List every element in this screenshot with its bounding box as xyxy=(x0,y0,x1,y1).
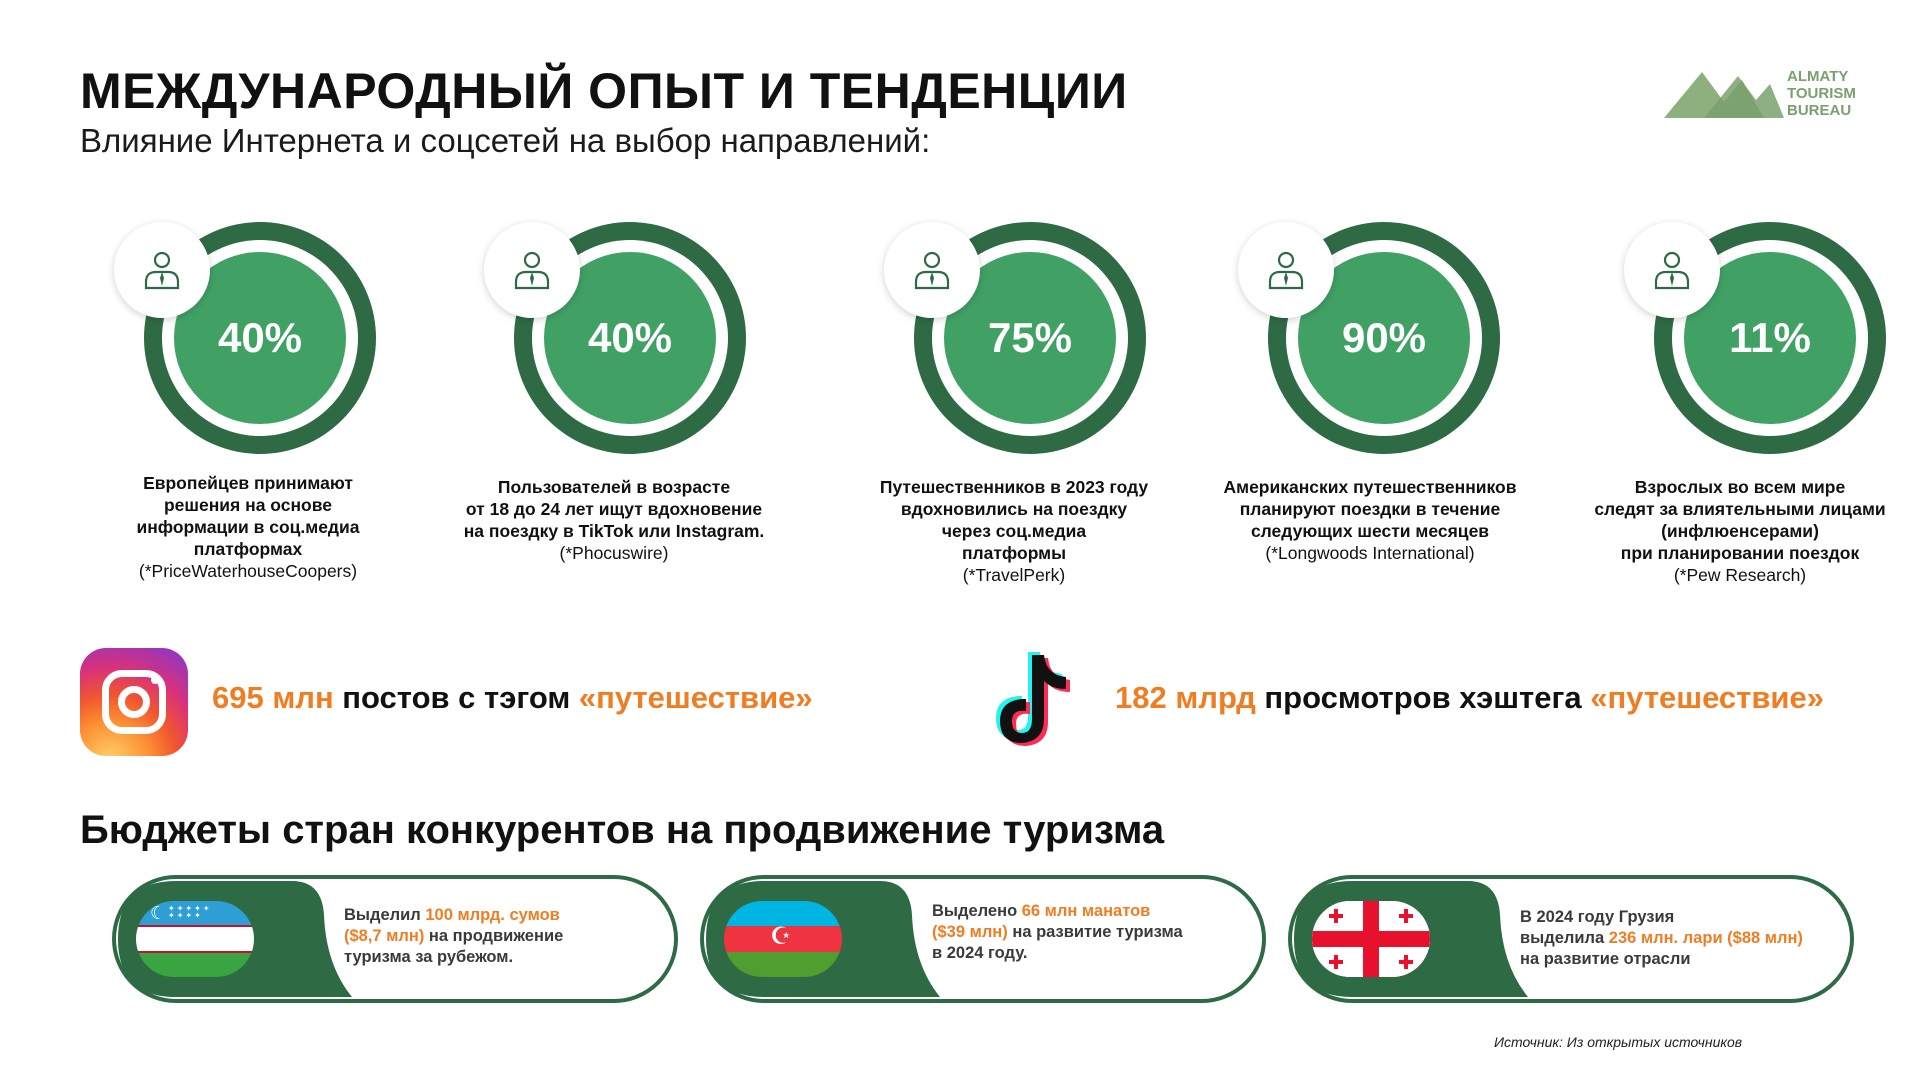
person-icon xyxy=(114,222,210,318)
page-subtitle: Влияние Интернета и соцсетей на выбор на… xyxy=(80,122,931,159)
stat-description: Взрослых во всем мире следят за влиятель… xyxy=(1594,477,1886,563)
stat-description: Пользователей в возрасте от 18 до 24 лет… xyxy=(463,477,765,541)
budget-card-uzbekistan: ☾ ✦✦✦✦✦ ✦✦✦✦ Выделил 100 млрд. сумов ($8… xyxy=(112,875,678,1003)
stat-source: (*Pew Research) xyxy=(1673,565,1807,585)
budget-text: В 2024 году Грузия выделила 236 млн. лар… xyxy=(1520,908,1803,968)
page-title: МЕЖДУНАРОДНЫЙ ОПЫТ И ТЕНДЕНЦИИ xyxy=(80,63,1128,119)
stat-value: 40% xyxy=(217,314,303,361)
stat-description: Европейцев принимают решения на основе и… xyxy=(136,473,360,559)
budget-card-georgia: В 2024 году Грузия выделила 236 млн. лар… xyxy=(1288,875,1854,1003)
georgia-flag xyxy=(1312,901,1430,977)
stat-value: 11% xyxy=(1729,314,1811,361)
stat-source: (*Longwoods International) xyxy=(1265,543,1475,563)
budget-text: Выделил 100 млрд. сумов ($8,7 млн) на пр… xyxy=(344,906,564,966)
azerbaijan-flag: ☪ xyxy=(724,901,842,977)
logo-text: ALMATY TOURISM BUREAU xyxy=(1787,68,1856,119)
budgets-section-title: Бюджеты стран конкурентов на продвижение… xyxy=(80,808,1165,852)
stat-source: (*PriceWaterhouseCoopers) xyxy=(138,561,358,581)
instagram-icon xyxy=(80,648,188,756)
stat-value: 90% xyxy=(1341,314,1427,361)
stat-value: 75% xyxy=(987,314,1073,361)
person-icon xyxy=(1238,222,1334,318)
stat-value: 40% xyxy=(587,314,673,361)
person-icon xyxy=(484,222,580,318)
tiktok-stat: 182 млрд просмотров хэштега «путешествие… xyxy=(1115,680,1824,715)
person-icon xyxy=(1624,222,1720,318)
budget-text: Выделено 66 млн манатов ($39 млн) на раз… xyxy=(932,902,1183,962)
stat-source: (*Phocuswire) xyxy=(559,543,669,563)
stat-description: Американских путешественников планируют … xyxy=(1223,477,1517,541)
stat-source: (*TravelPerk) xyxy=(962,565,1066,585)
budget-card-azerbaijan: ☪ Выделено 66 млн манатов ($39 млн) на р… xyxy=(700,875,1266,1003)
person-icon xyxy=(884,222,980,318)
source-note: Источник: Из открытых источников xyxy=(1494,1034,1743,1050)
instagram-stat: 695 млн постов с тэгом «путешествие» xyxy=(212,680,813,715)
uzbekistan-flag: ☾ ✦✦✦✦✦ ✦✦✦✦ xyxy=(136,901,254,977)
stat-description: Путешественников в 2023 году вдохновилис… xyxy=(879,477,1149,563)
tiktok-icon xyxy=(996,652,1070,746)
almaty-tourism-bureau-logo xyxy=(1664,72,1784,118)
